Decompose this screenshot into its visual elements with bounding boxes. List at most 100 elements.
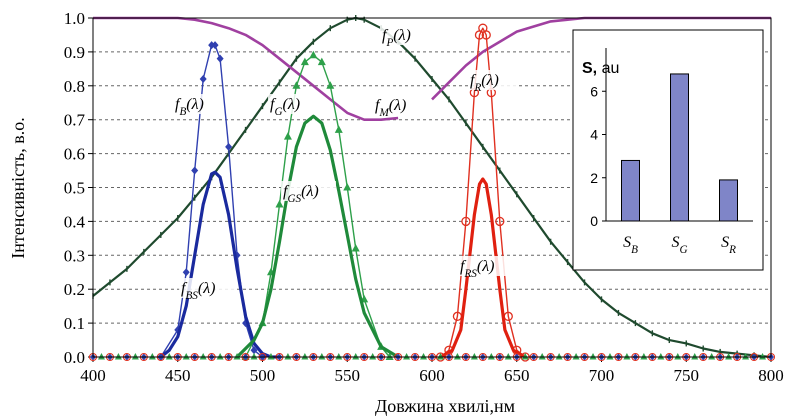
curve-label-fRS: fRS(λ) [460, 258, 494, 280]
inset-bar-2 [719, 179, 738, 222]
baseline-point [674, 353, 682, 360]
inset-category-2: SR [721, 234, 736, 256]
point-fG [343, 183, 352, 191]
baseline-point [284, 353, 292, 360]
baseline-point [742, 353, 750, 360]
baseline-point [623, 353, 631, 360]
baseline-point [114, 353, 122, 360]
baseline-point [148, 353, 156, 360]
baseline-point [521, 353, 529, 360]
baseline-point [386, 353, 394, 360]
inset-bar-0 [621, 159, 640, 222]
x-tick-label: 550 [335, 366, 361, 385]
baseline-point [182, 353, 190, 360]
inset-bars [621, 73, 738, 222]
curve-label-bg [173, 94, 221, 114]
point-fG [292, 81, 301, 89]
series-line-fG [244, 54, 391, 358]
inset-category-0: SB [623, 234, 638, 256]
baseline-point [131, 353, 139, 360]
point-fG [351, 244, 360, 252]
inset-title-text: S, au [582, 60, 619, 77]
baseline-point [572, 353, 580, 360]
point-fB [250, 346, 258, 355]
curve-label-bg [281, 181, 336, 201]
x-tick-label: 600 [419, 366, 445, 385]
baseline-point [640, 353, 648, 360]
y-tick-label: 0.3 [64, 246, 85, 265]
baseline-point [691, 353, 699, 360]
baseline-point [538, 353, 546, 360]
inset-bar-chart: S, au 0 2 4 6 SB SG SR [572, 29, 764, 271]
y-tick-label: 0.4 [64, 212, 86, 231]
point-fG [326, 81, 335, 89]
point-fG [317, 57, 326, 66]
baseline-point [335, 353, 343, 360]
inset-category-1: SG [671, 234, 687, 256]
curve-label-bg [380, 25, 428, 45]
baseline-point [606, 353, 614, 360]
y-tick-label: 0.6 [64, 145, 85, 164]
baseline-point [725, 353, 733, 360]
y-tick-label: 0.2 [64, 280, 85, 299]
inset-frame [572, 29, 764, 271]
point-fB [211, 41, 219, 50]
baseline-point [233, 353, 241, 360]
point-fG [300, 57, 309, 66]
point-fR [481, 30, 491, 40]
curves [88, 15, 776, 362]
y-tick-label: 1.0 [64, 9, 85, 28]
baseline-point [403, 353, 411, 360]
baseline-point [352, 353, 360, 360]
baseline-point [589, 353, 597, 360]
inset-y-tick-label: 4 [590, 127, 598, 143]
inset-category-labels: SB SG SR [623, 234, 736, 256]
point-fR [495, 216, 505, 227]
baseline-point [436, 353, 444, 360]
curve-label-fGS: fGS(λ) [283, 183, 319, 205]
point-fB [182, 268, 190, 277]
baseline-point [453, 353, 461, 360]
curve-labels: fP(λ) fM(λ) fB(λ) fBS(λ) fG(λ) fGS(λ) fR(λ) fRS… [173, 25, 516, 302]
baseline-point [97, 353, 105, 360]
point-fB [199, 75, 207, 84]
inset-title: S, au [582, 60, 619, 77]
baseline-point [759, 353, 767, 360]
curve-label-fG: fG(λ) [270, 96, 300, 118]
curve-label-bg [458, 256, 513, 276]
x-tick-labels: 400 450 500 550 600 650 700 750 800 [80, 366, 784, 385]
y-tick-label: 0.8 [64, 77, 85, 96]
y-tick-labels: 0.0 0.1 0.2 0.3 0.4 0.5 0.6 0.7 0.8 0.9 1.0 [64, 9, 86, 367]
curve-label-fBS: fBS(λ) [181, 280, 215, 302]
curve-label-fP: fP(λ) [382, 27, 411, 49]
x-tick-label: 700 [589, 366, 615, 385]
baseline-point [165, 353, 173, 360]
baseline-point [504, 353, 512, 360]
baseline-point [199, 353, 207, 360]
inset-y-tick-label: 2 [590, 170, 598, 186]
x-tick-label: 800 [758, 366, 784, 385]
y-tick-label: 0.9 [64, 43, 85, 62]
curve-label-fB: fB(λ) [175, 96, 204, 118]
curve-label-bg [179, 278, 234, 298]
x-tick-label: 650 [504, 366, 530, 385]
y-tick-label: 0.5 [64, 179, 85, 198]
baseline-point [250, 353, 258, 360]
inset-y-tick-label: 0 [590, 213, 598, 229]
x-tick-label: 400 [80, 366, 106, 385]
point-fG [309, 50, 318, 59]
point-fG [275, 199, 284, 208]
point-fG [334, 125, 343, 133]
axes [92, 17, 772, 358]
x-tick-label: 450 [165, 366, 191, 385]
series-line-fB [160, 44, 263, 358]
curve-label-bg [468, 70, 516, 90]
baseline-point [555, 353, 563, 360]
baseline-point [420, 353, 428, 360]
inset-y-tick-label: 6 [590, 83, 598, 99]
series-line-fRS [439, 177, 526, 359]
series-line-fM_left [93, 16, 399, 121]
curve-label-bg [268, 94, 316, 114]
x-axis-title: Довжина хвилі,нм [375, 396, 515, 416]
